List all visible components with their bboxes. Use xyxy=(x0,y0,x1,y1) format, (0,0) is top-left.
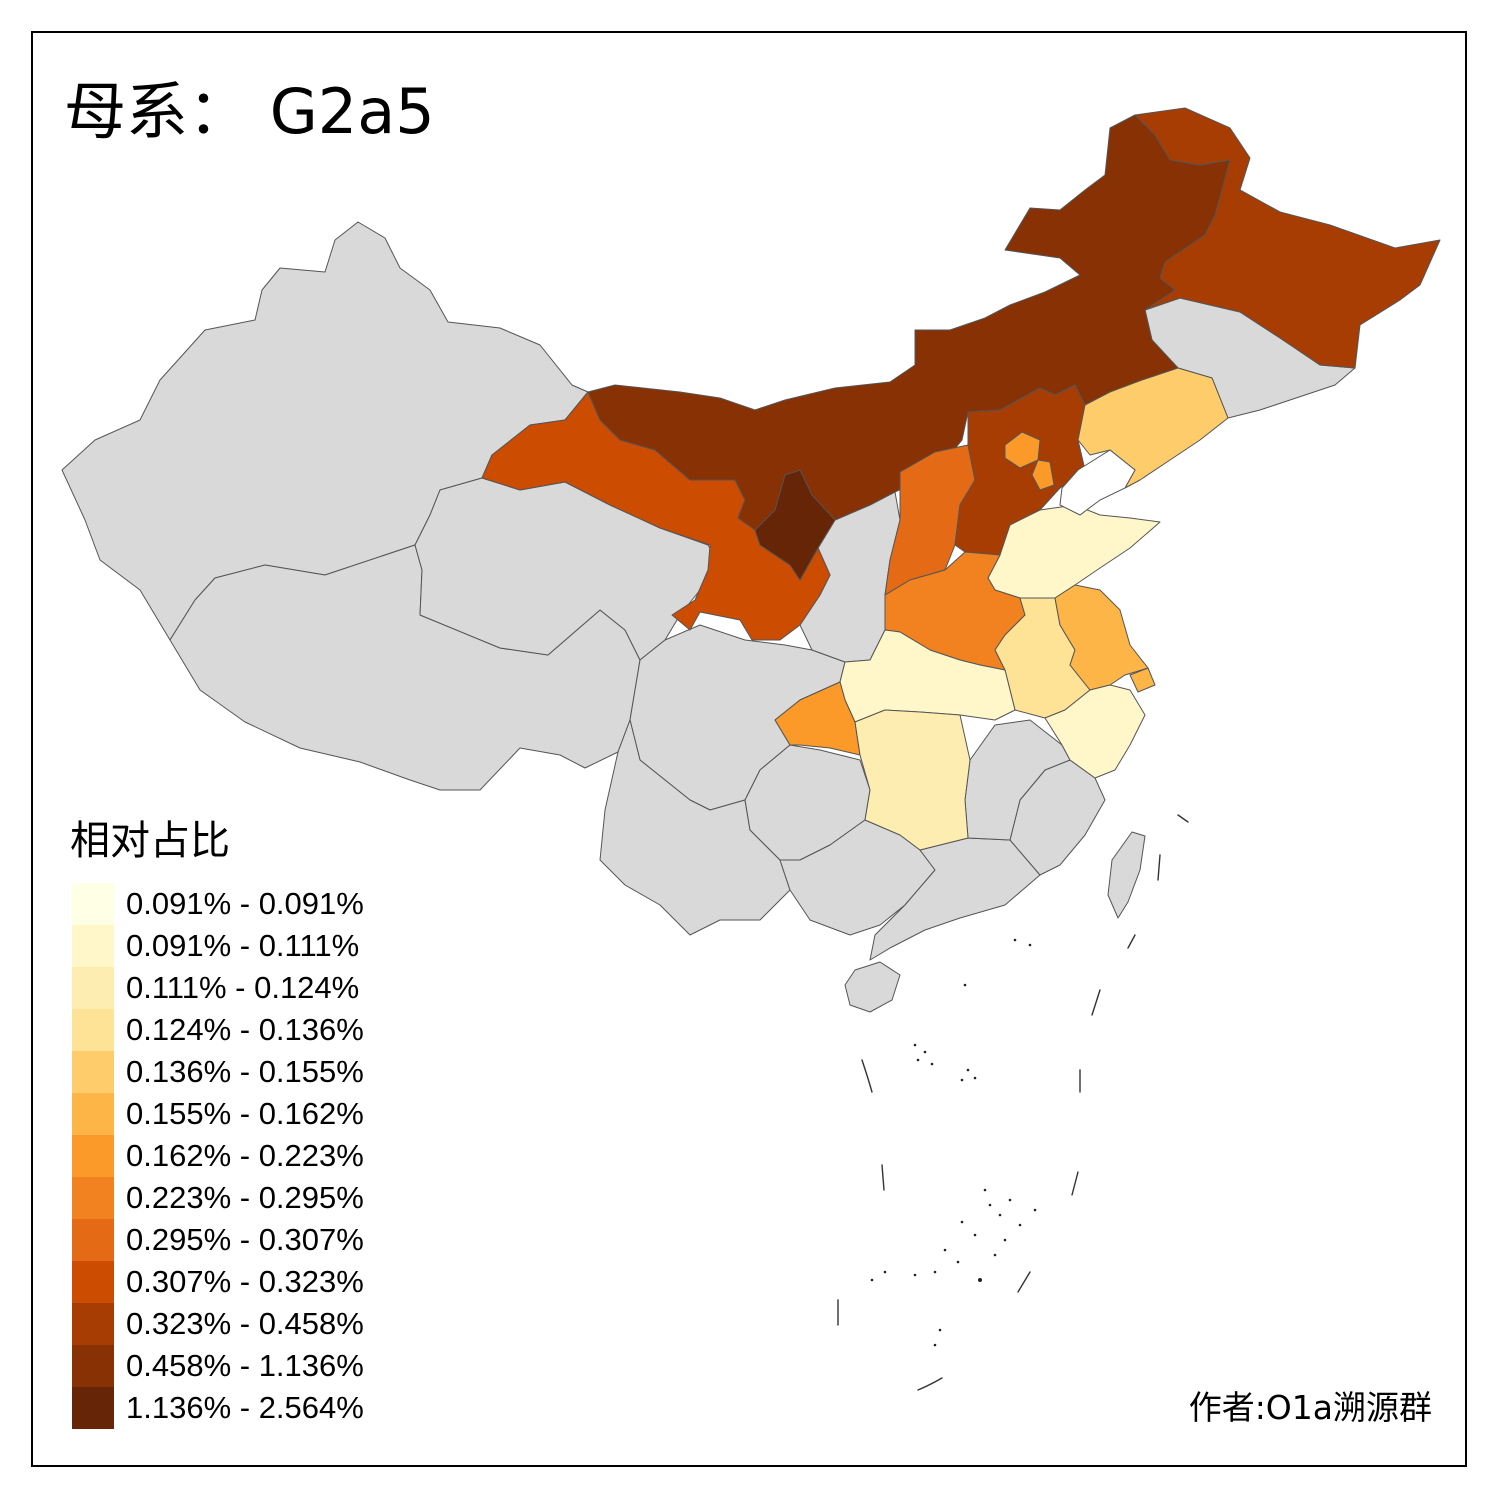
legend-item: 0.295% - 0.307% xyxy=(72,1219,364,1261)
legend-swatch xyxy=(72,1093,114,1135)
legend-item: 0.091% - 0.091% xyxy=(72,883,364,925)
map-frame xyxy=(31,31,1467,1467)
legend-item: 0.111% - 0.124% xyxy=(72,967,364,1009)
legend-item: 0.162% - 0.223% xyxy=(72,1135,364,1177)
legend-label: 0.458% - 1.136% xyxy=(126,1348,364,1383)
legend-swatch xyxy=(72,967,114,1009)
legend-label: 0.111% - 0.124% xyxy=(126,970,360,1005)
legend-item: 0.091% - 0.111% xyxy=(72,925,364,967)
legend-title: 相对占比 xyxy=(70,818,230,864)
legend-label: 0.162% - 0.223% xyxy=(126,1138,364,1173)
legend-label: 0.124% - 0.136% xyxy=(126,1012,364,1047)
legend-swatch xyxy=(72,1135,114,1177)
region-jiangsu xyxy=(1054,584,1149,691)
region-heilongjiang xyxy=(1134,107,1441,369)
island-dots xyxy=(870,938,1037,1347)
legend-label: 0.323% - 0.458% xyxy=(126,1306,364,1341)
author-credit: 作者:O1a溯源群 xyxy=(1188,1388,1432,1427)
legend-label: 0.307% - 0.323% xyxy=(126,1264,364,1299)
region-ningxia xyxy=(754,469,836,581)
legend-label: 0.295% - 0.307% xyxy=(126,1222,364,1257)
legend-item: 0.223% - 0.295% xyxy=(72,1177,364,1219)
legend-item: 0.136% - 0.155% xyxy=(72,1051,364,1093)
region-zhejiang xyxy=(1044,684,1146,779)
legend-label: 0.091% - 0.111% xyxy=(126,928,360,963)
legend-swatch xyxy=(72,925,114,967)
legend: 0.091% - 0.091% 0.091% - 0.111% 0.111% -… xyxy=(72,883,364,1429)
legend-swatch xyxy=(72,1009,114,1051)
legend-swatch xyxy=(72,1177,114,1219)
region-taiwan xyxy=(1107,831,1146,919)
legend-swatch xyxy=(72,1051,114,1093)
region-hunan xyxy=(854,709,971,851)
south-china-sea-inset xyxy=(837,814,1189,1391)
legend-swatch xyxy=(72,1219,114,1261)
region-shanghai xyxy=(1129,667,1156,693)
bohai-sea xyxy=(1059,449,1136,516)
map-title: 母系： G2a5 xyxy=(64,75,435,148)
legend-swatch xyxy=(72,1261,114,1303)
legend-item: 1.136% - 2.564% xyxy=(72,1387,364,1429)
legend-item: 0.155% - 0.162% xyxy=(72,1093,364,1135)
legend-swatch xyxy=(72,1303,114,1345)
region-hainan xyxy=(844,961,901,1013)
region-yunnan xyxy=(599,719,791,936)
legend-item: 0.458% - 1.136% xyxy=(72,1345,364,1387)
legend-label: 0.223% - 0.295% xyxy=(126,1180,364,1215)
legend-item: 0.307% - 0.323% xyxy=(72,1261,364,1303)
legend-label: 0.091% - 0.091% xyxy=(126,886,364,921)
legend-swatch xyxy=(72,883,114,925)
legend-label: 1.136% - 2.564% xyxy=(126,1390,364,1425)
region-tianjin xyxy=(1031,459,1055,491)
legend-swatch xyxy=(72,1387,114,1429)
region-shanxi xyxy=(884,444,976,596)
legend-item: 0.124% - 0.136% xyxy=(72,1009,364,1051)
legend-label: 0.155% - 0.162% xyxy=(126,1096,364,1131)
legend-swatch xyxy=(72,1345,114,1387)
legend-item: 0.323% - 0.458% xyxy=(72,1303,364,1345)
legend-label: 0.136% - 0.155% xyxy=(126,1054,364,1089)
region-liaoning xyxy=(1077,367,1229,489)
region-hebei xyxy=(954,384,1086,556)
